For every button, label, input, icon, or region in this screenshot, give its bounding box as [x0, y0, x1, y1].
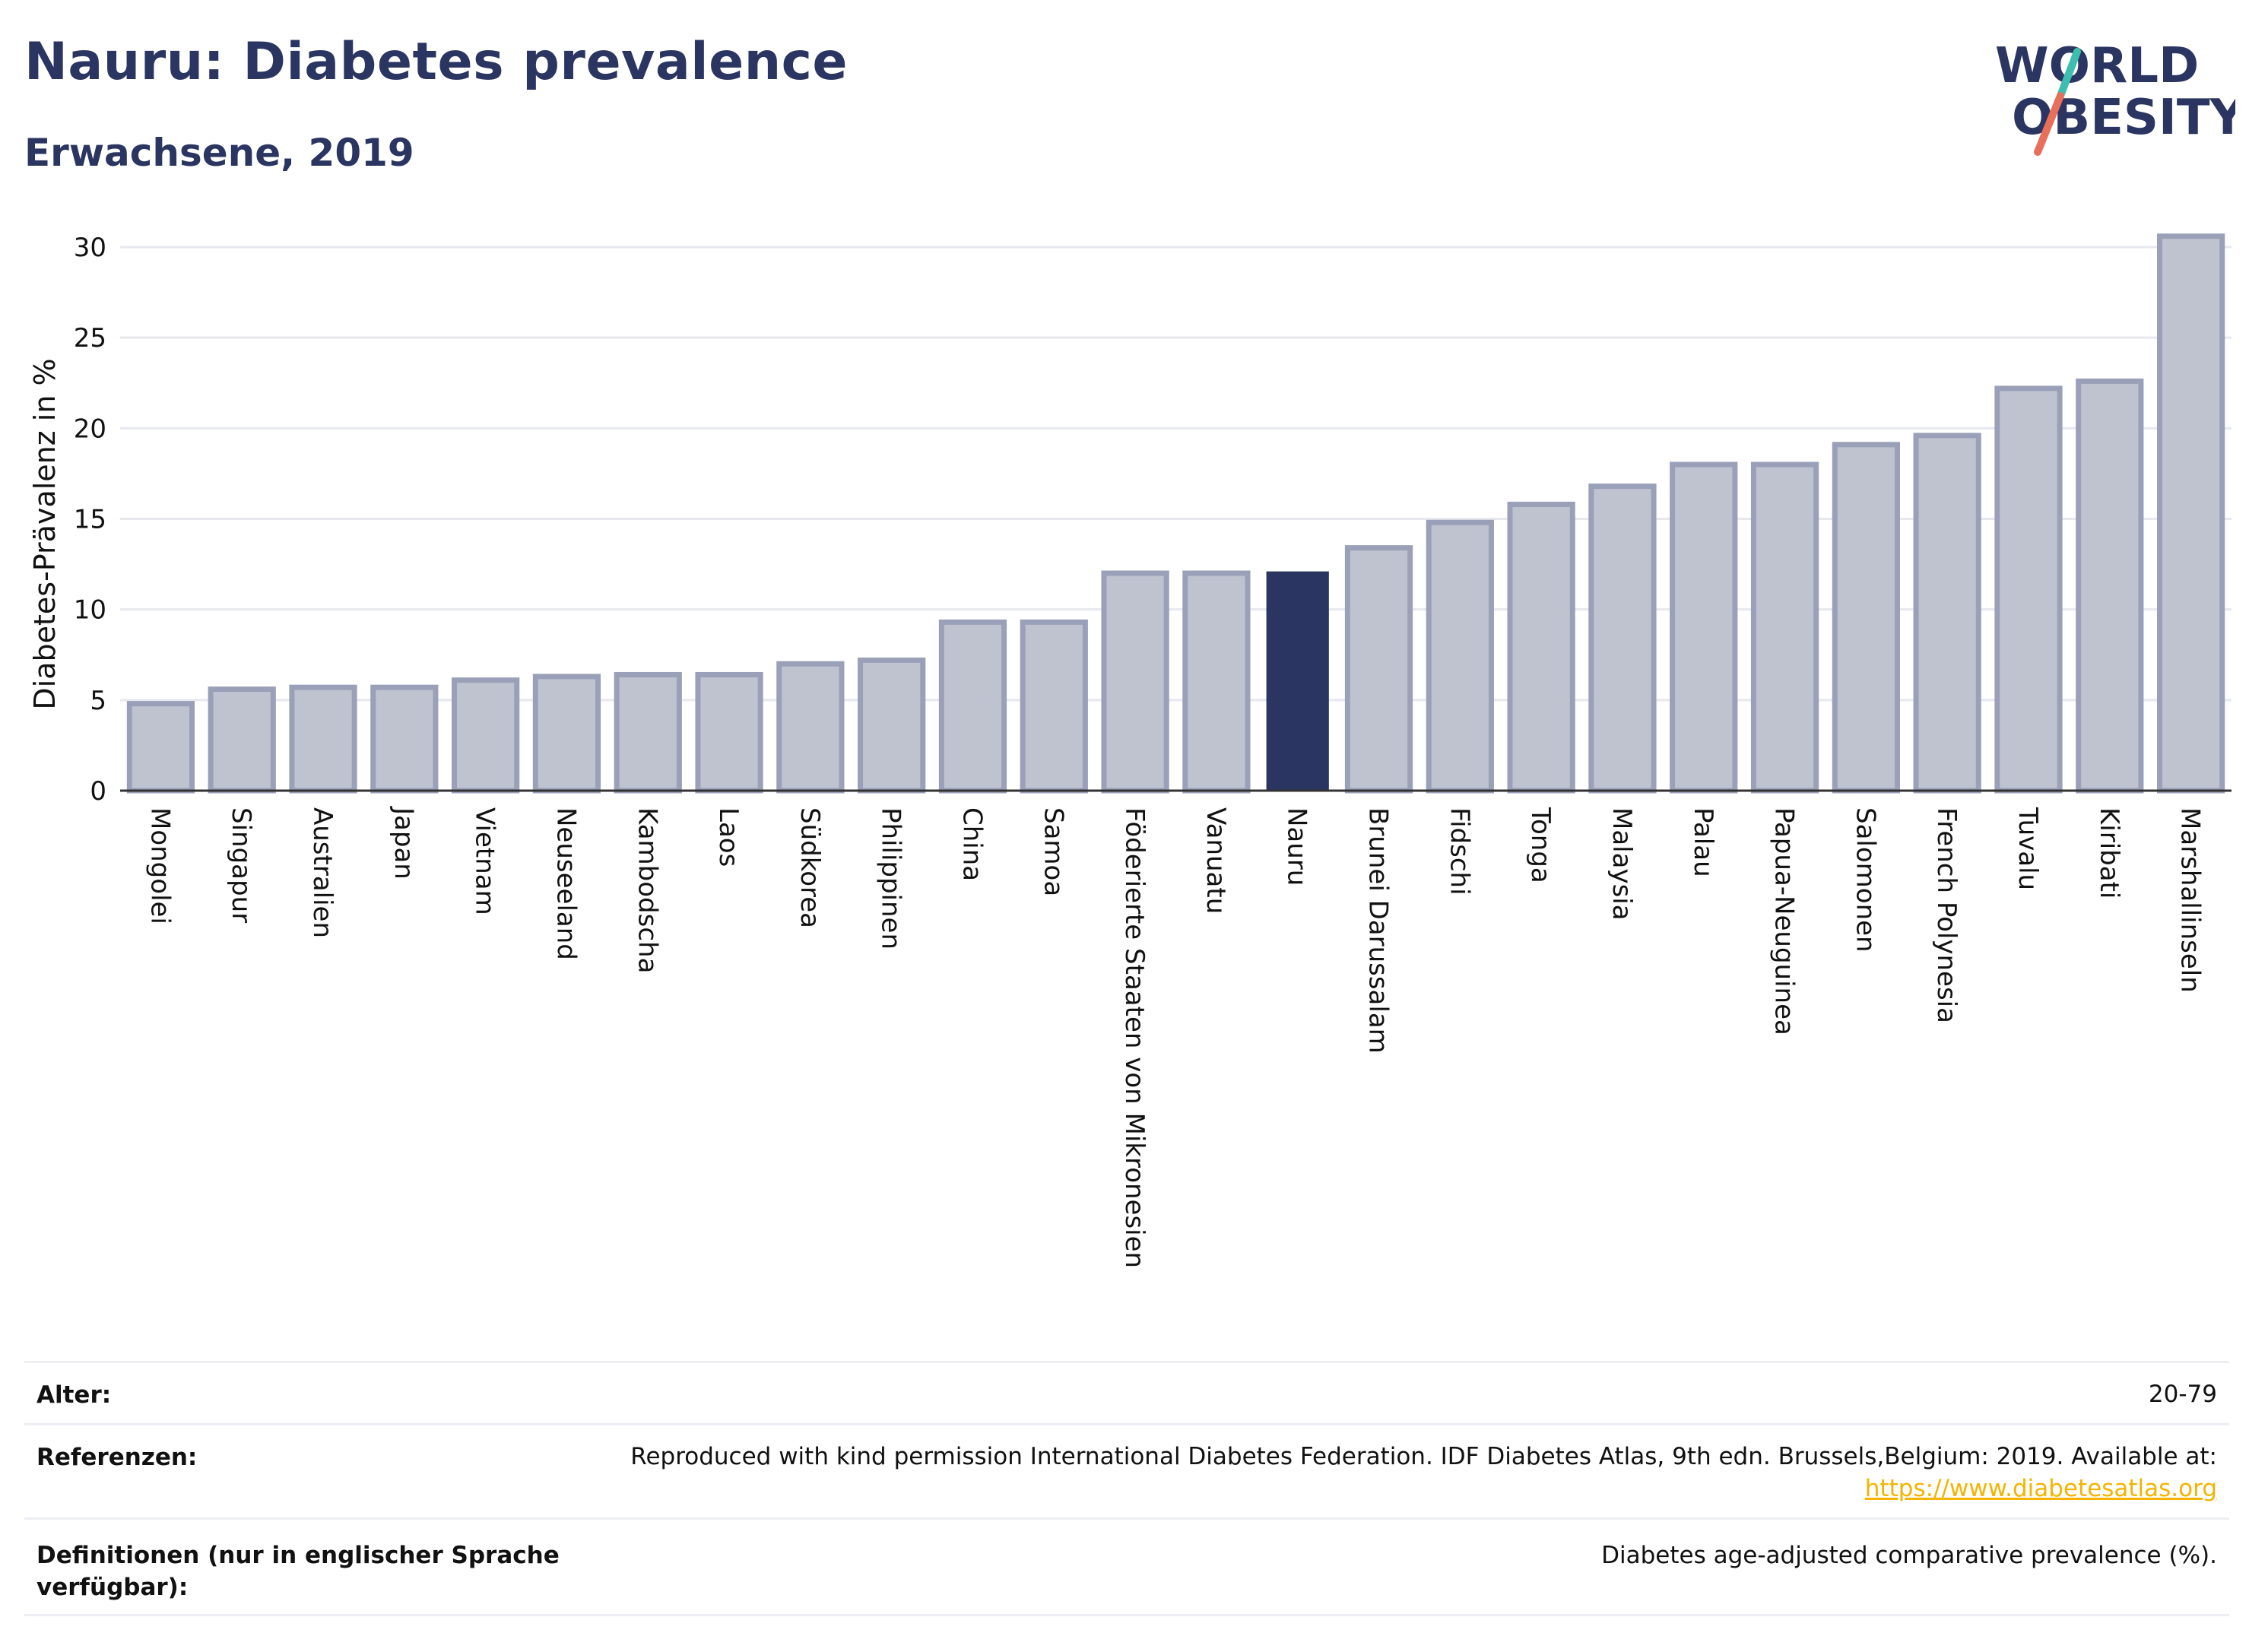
bar — [695, 671, 763, 794]
x-tick-label: Palau — [1688, 807, 1718, 877]
y-tick-label: 5 — [90, 686, 106, 716]
y-tick-label: 0 — [90, 776, 106, 807]
bar — [1832, 442, 1900, 794]
x-tick-label: Südkorea — [795, 807, 825, 928]
y-tick-label: 15 — [74, 505, 106, 535]
x-tick-label: Papua-Neuguinea — [1769, 807, 1800, 1035]
x-tick-label: Mongolei — [144, 807, 175, 924]
bar-chart: 0 5 10 15 20 25 30 Diabetes-Prävalenz in % Mongo… — [28, 233, 2232, 1268]
x-tick-label: Tuvalu — [2013, 807, 2043, 890]
bar — [614, 671, 682, 794]
definitions-label-line-1: Definitionen (nur in englischer Sprache — [36, 1542, 560, 1569]
info-row-age: Alter: 20-79 — [24, 1361, 2229, 1425]
x-tick-label: Salomonen — [1850, 807, 1880, 953]
bar — [858, 657, 926, 794]
page-title: Nauru: Diabetes prevalence — [24, 32, 849, 92]
bar — [1507, 501, 1575, 794]
x-tick-label: Laos — [713, 807, 744, 867]
bar — [776, 661, 845, 794]
logo-word-world: WORLD — [1995, 38, 2199, 94]
bar — [1101, 570, 1169, 794]
bar — [1750, 461, 1819, 794]
bar — [289, 684, 357, 794]
bar — [452, 677, 520, 794]
bar — [1994, 385, 2063, 794]
x-tick-label: Kambodscha — [632, 807, 662, 973]
bar — [1588, 484, 1657, 794]
y-axis-label: Diabetes-Prävalenz in % — [28, 358, 62, 709]
references-label: Referenzen: — [36, 1444, 198, 1471]
bar — [1426, 519, 1494, 794]
info-row-references: Referenzen: Reproduced with kind permiss… — [24, 1423, 2229, 1520]
bar — [208, 686, 276, 794]
age-label: Alter: — [36, 1381, 112, 1409]
references-value: Reproduced with kind permission Internat… — [630, 1441, 2217, 1505]
definitions-value: Diabetes age-adjusted comparative preval… — [1601, 1542, 2217, 1569]
bar — [126, 701, 195, 794]
y-tick-label: 10 — [74, 595, 106, 626]
x-tick-label: Philippinen — [876, 807, 906, 950]
definitions-label-line-2: verfügbar): — [36, 1574, 189, 1601]
bar — [1913, 433, 1981, 794]
x-tick-label: Malaysia — [1607, 807, 1637, 921]
x-tick-label: Föderierte Staaten von Mikronesien — [1119, 807, 1150, 1268]
x-tick-label: Australien — [307, 807, 338, 938]
logo-slash-teal — [2057, 48, 2081, 100]
references-link[interactable]: https://www.diabetesatlas.org — [1864, 1475, 2217, 1502]
definitions-label: Definitionen (nur in englischer Sprache … — [36, 1539, 560, 1603]
bar — [532, 674, 601, 794]
bar — [370, 684, 439, 794]
bar — [1182, 570, 1251, 794]
bar — [1344, 545, 1413, 794]
x-tick-label: French Polynesia — [1931, 807, 1962, 1023]
bar — [2076, 378, 2144, 794]
age-value: 20-79 — [2148, 1381, 2217, 1408]
x-tick-label: Brunei Darussalam — [1363, 807, 1394, 1054]
x-tick-label: Vietnam — [470, 807, 500, 915]
x-tick-label: Kiribati — [2094, 807, 2124, 899]
x-tick-label: Fidschi — [1444, 807, 1474, 896]
info-row-definitions: Definitionen (nur in englischer Sprache … — [24, 1517, 2229, 1616]
x-tick-label: Japan — [389, 806, 419, 880]
bar — [1266, 571, 1329, 791]
world-obesity-logo: WORLD OBESITY — [1995, 38, 2235, 156]
logo-slash-coral — [2034, 92, 2064, 156]
x-tick-label: Samoa — [1038, 807, 1068, 896]
references-text: Reproduced with kind permission Internat… — [630, 1443, 2217, 1470]
x-tick-label: Vanuatu — [1201, 807, 1231, 914]
x-tick-label: Singapur — [226, 807, 256, 923]
x-tick-label: Nauru — [1282, 807, 1312, 886]
bar — [938, 619, 1007, 794]
bar — [1020, 619, 1088, 794]
page-subtitle: Erwachsene, 2019 — [24, 131, 414, 175]
x-tick-label: China — [956, 807, 987, 881]
x-tick-label: Tonga — [1525, 807, 1556, 883]
y-tick-label: 25 — [74, 323, 106, 354]
y-tick-label: 20 — [74, 414, 106, 444]
x-tick-label: Neuseeland — [550, 807, 581, 960]
bar — [1670, 461, 1738, 794]
bar — [2156, 233, 2225, 794]
x-tick-label: Marshallinseln — [2175, 807, 2206, 993]
y-tick-label: 30 — [74, 233, 106, 263]
